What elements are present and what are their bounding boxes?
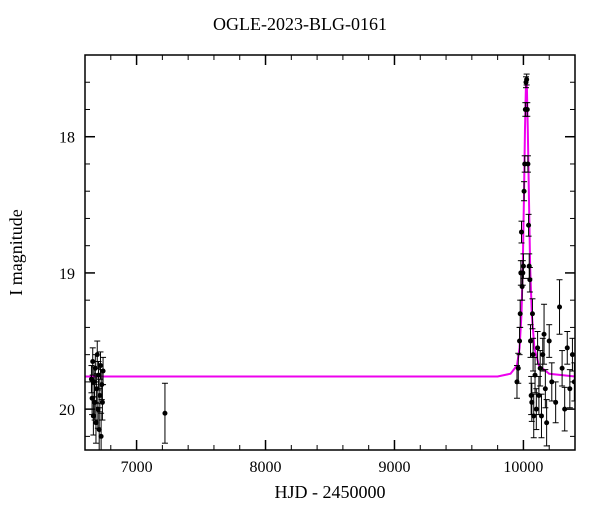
x-tick-label: 10000 [503, 459, 543, 476]
model-curve [85, 77, 575, 377]
plot-frame [85, 55, 575, 450]
lightcurve-chart: OGLE-2023-BLG-0161 I magnitude HJD - 24500… [0, 0, 600, 512]
y-axis-label: I magnitude [6, 209, 26, 295]
y-tick-label: 18 [59, 130, 75, 147]
x-tick-label: 8000 [250, 459, 282, 476]
chart-svg: OGLE-2023-BLG-0161 I magnitude HJD - 24500… [0, 0, 600, 512]
chart-title: OGLE-2023-BLG-0161 [213, 14, 387, 34]
x-tick-label: 9000 [378, 459, 410, 476]
x-axis-label: HJD - 2450000 [275, 482, 386, 502]
y-tick-label: 19 [59, 266, 75, 283]
y-tick-label: 20 [59, 402, 75, 419]
x-tick-label: 7000 [121, 459, 153, 476]
